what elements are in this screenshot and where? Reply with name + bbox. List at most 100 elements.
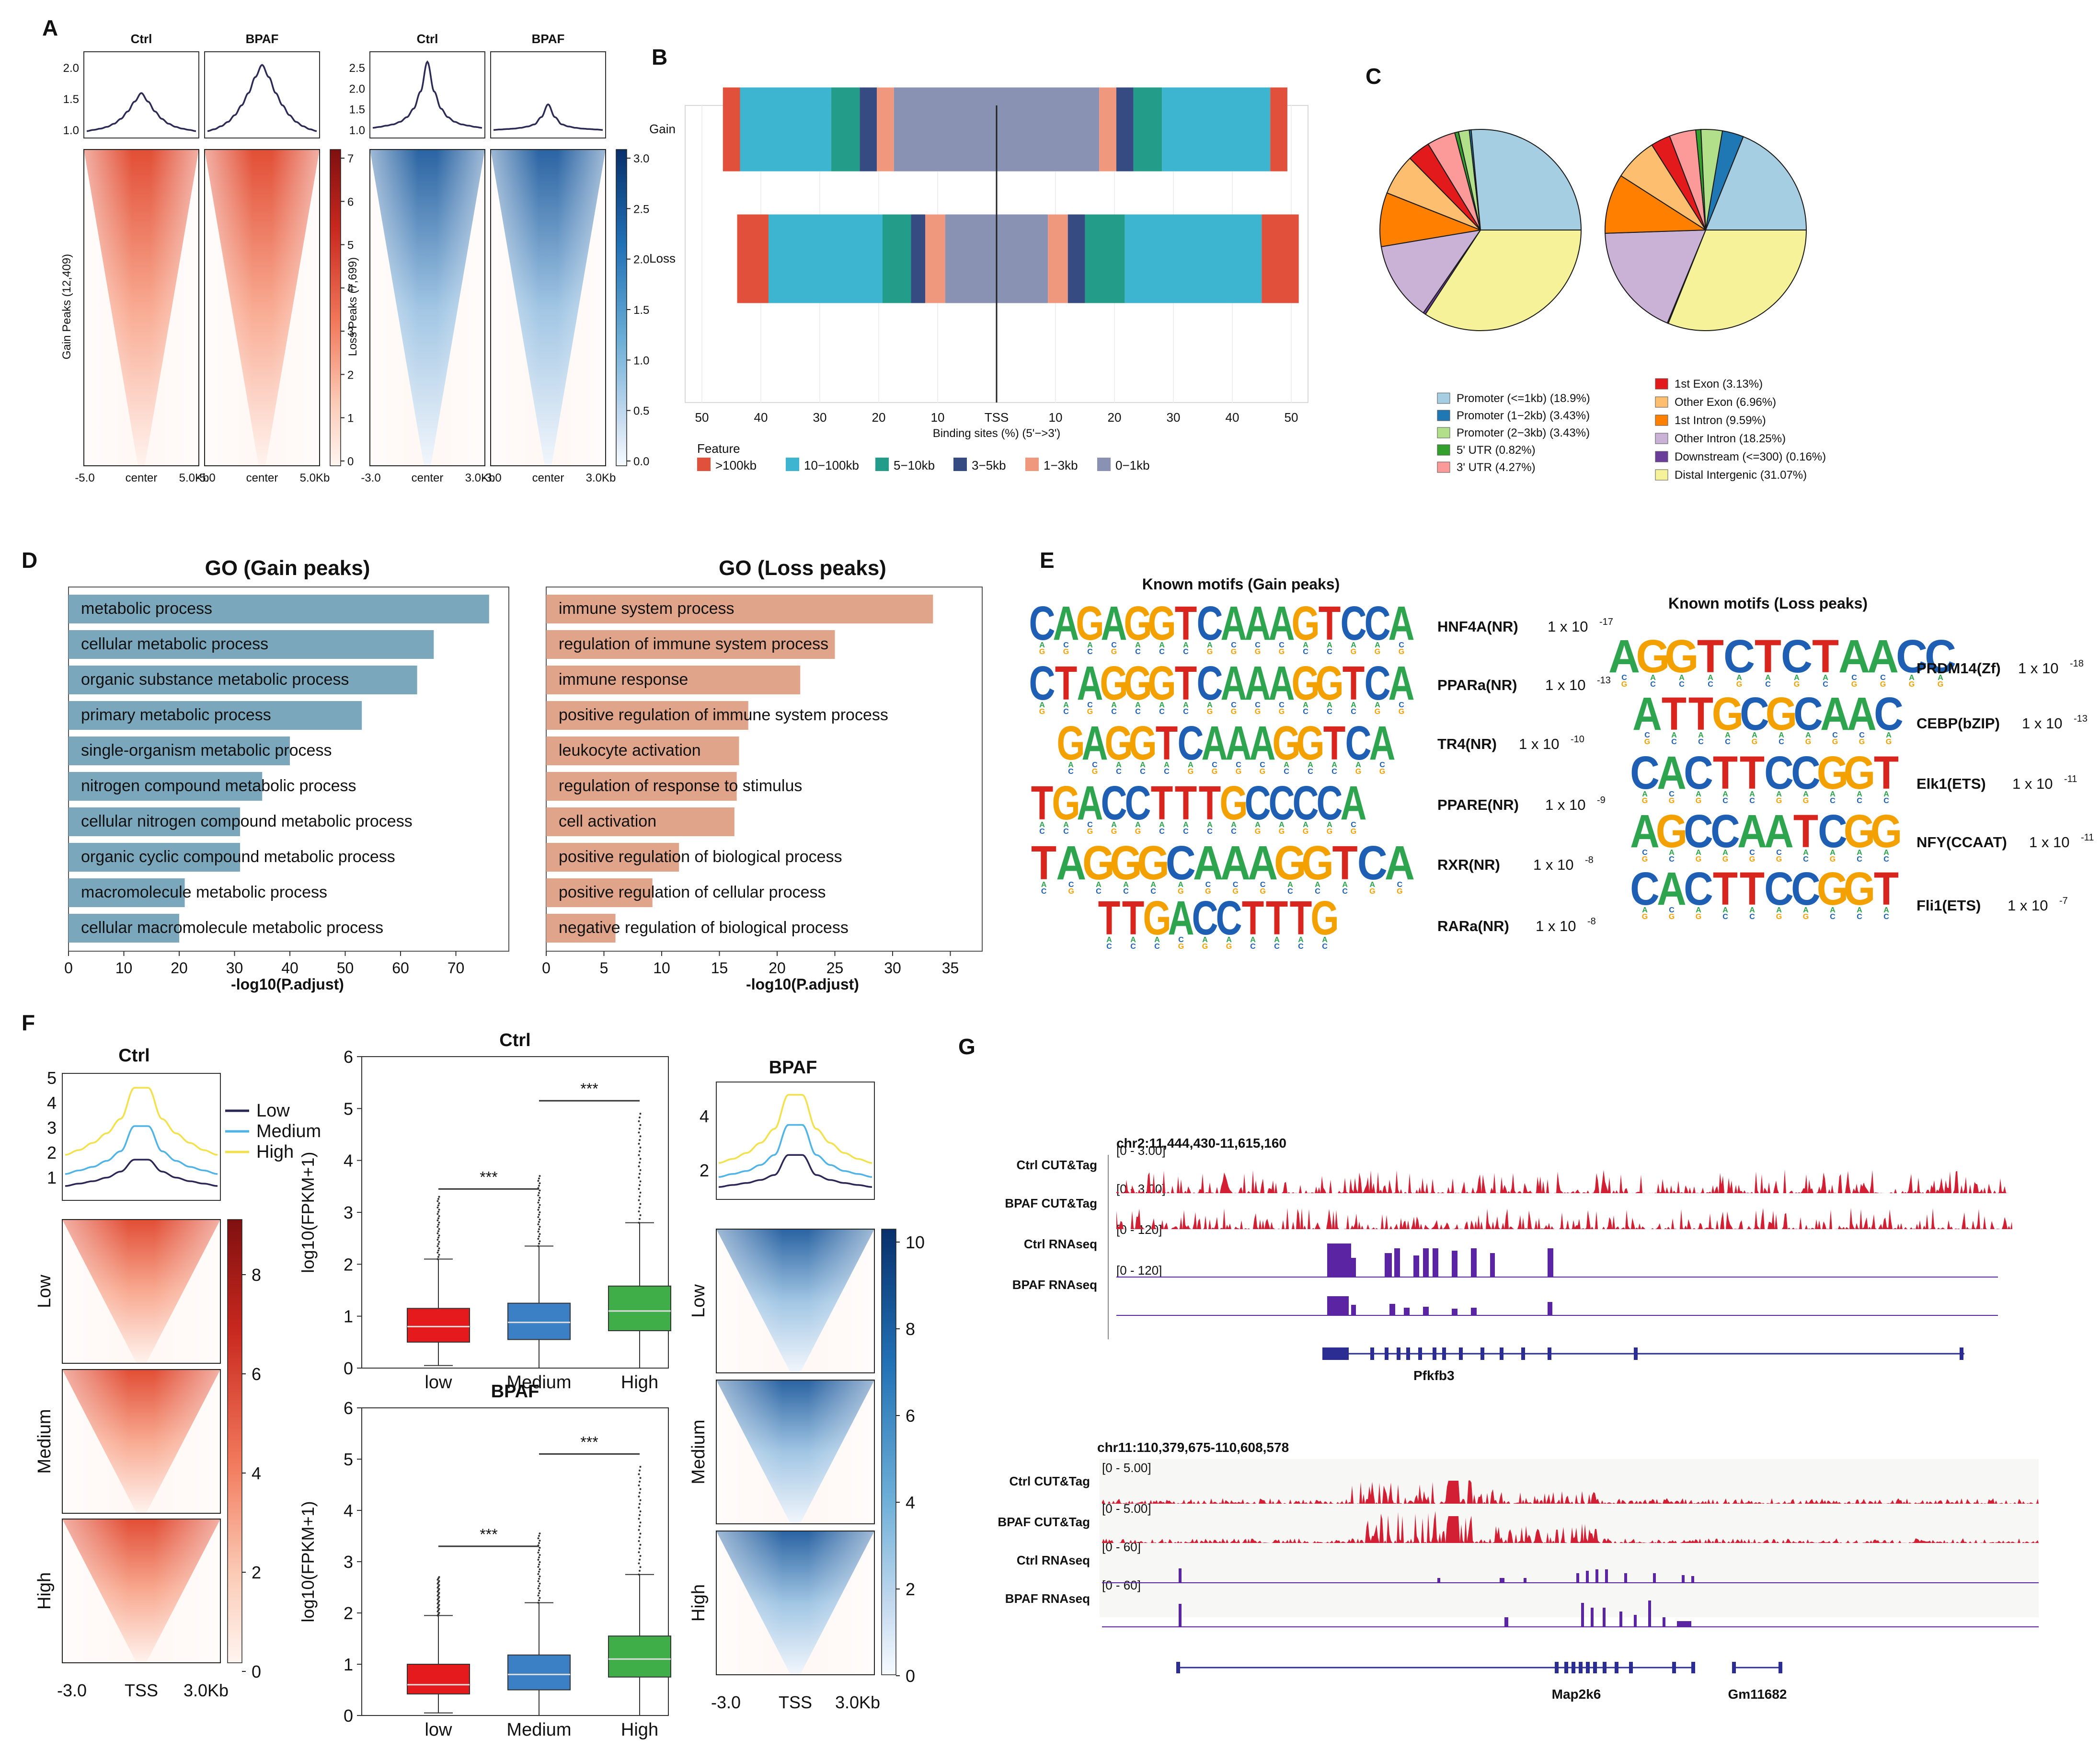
B-xtick: 50 [1285, 410, 1298, 425]
F-bpaf-heatmap-Low-frame [716, 1229, 875, 1373]
F-box-ctrl-outlier [638, 1176, 640, 1179]
F-box-bpaf-ytick: 4 [344, 1501, 353, 1520]
E-loss-motif-letter-minor: C [1650, 680, 1656, 689]
F-box-ctrl-outlier [638, 1131, 640, 1134]
F-box-bpaf-outlier [438, 1592, 440, 1594]
E-gain-motif-letter: G [1052, 776, 1080, 829]
F-box-ctrl-outlier [438, 1209, 440, 1211]
E-gain-motif-letter: G [1143, 891, 1171, 944]
C-legend-label: Downstream (<=300) (0.16%) [1675, 450, 1826, 463]
gain-profile-line [86, 92, 196, 132]
F-box-ctrl-outlier [537, 1201, 539, 1204]
D1-bar [69, 914, 179, 943]
B-bar-down-Gain [997, 87, 1100, 172]
B-bar-down-Loss [1125, 214, 1262, 303]
E-loss-motif-letter: A [1630, 806, 1660, 858]
F-bpaf-profile-Low [718, 1154, 872, 1188]
G-t1-bpaf-rna-bar [1389, 1304, 1395, 1315]
E-loss-motif-letter-minor: A [1671, 731, 1677, 739]
E-loss-motif-letter-minor: G [1909, 680, 1915, 689]
E-gain-motif-letter: C [1357, 836, 1388, 889]
E-gain-motif-letter-minor: A [1140, 761, 1146, 769]
E-gain-motif-letter-minor: C [1087, 648, 1093, 656]
E-gain-motif-letter-minor: C [1130, 943, 1136, 951]
C-legend-swatch [1437, 444, 1450, 456]
D1-bar [69, 878, 185, 907]
gain-xtick: 5.0Kb [179, 472, 209, 484]
C-legend-label: 1st Intron (9.59%) [1675, 414, 1766, 427]
F-box-ctrl-outlier [537, 1180, 539, 1182]
E-gain-motif-letter-minor: C [1150, 887, 1156, 896]
F-box-ctrl-outlier [436, 1245, 439, 1247]
G-gene1-exon [1634, 1347, 1638, 1360]
E-gain-motif-letter: C [1192, 891, 1218, 944]
E-gain-motif-letter-minor: A [1039, 641, 1045, 649]
F-box-ctrl-outlier [436, 1219, 439, 1221]
E-gain-motif-letter-minor: C [1260, 761, 1265, 769]
B-legend-title: Feature [697, 441, 740, 456]
E-gain-motif-letter-minor: A [1207, 641, 1213, 649]
F-box-bpaf-outlier [639, 1488, 642, 1490]
B-bar-up-Gain [894, 87, 997, 172]
F-box-bpaf-sig: *** [480, 1526, 497, 1543]
D2-xtick: 30 [884, 959, 901, 977]
E-gain-motif-letter-minor: C [1231, 828, 1237, 836]
F-box-ctrl-outlier [538, 1213, 540, 1216]
F-legend-label: High [256, 1142, 294, 1162]
E-gain-motif-letter: G [1219, 776, 1248, 829]
F-box-ctrl-outlier [539, 1233, 541, 1235]
E-gain-motif-letter: C [1101, 776, 1127, 829]
E-gain-title: Known motifs (Gain peaks) [1142, 576, 1340, 593]
G-gene3-exon [1779, 1662, 1782, 1673]
F-ctrl-profile-tick: 2 [47, 1143, 57, 1163]
E-loss-motif-letter-minor: C [1722, 913, 1728, 921]
E-loss-motif-letter-minor: C [1883, 855, 1889, 863]
C-legend-swatch [1437, 410, 1450, 421]
gain-col-label: Ctrl [131, 32, 152, 46]
F-box-ctrl-outlier [539, 1189, 541, 1192]
E-loss-motif-letter-minor: G [1776, 797, 1782, 805]
D1-xtick: 0 [64, 959, 73, 977]
F-box-ctrl-box-low [407, 1308, 470, 1343]
F-box-bpaf-outlier [638, 1484, 640, 1486]
E-gain-motif-letter-minor: C [1399, 701, 1404, 709]
E-gain-motif-letter-minor: C [1298, 943, 1304, 951]
C-loss-slice [1605, 175, 1708, 234]
F-box-ctrl-outlier [538, 1228, 540, 1231]
E-loss-motif-letter: A [1820, 688, 1850, 740]
F-box-ctrl-outlier [537, 1238, 539, 1240]
F-box-ctrl-outlier [639, 1128, 641, 1130]
G-track2-range: [0 - 5.00] [1102, 1461, 1151, 1475]
E-gain-motif-letter-minor: C [1154, 943, 1160, 951]
C-loss-slice [1705, 136, 1807, 230]
C-gain-slice [1470, 129, 1582, 230]
F-ctrl-xtick: -3.0 [57, 1681, 87, 1700]
F-box-bpaf-outlier [537, 1566, 539, 1568]
E-gain-motif-letter-minor: A [1183, 821, 1189, 829]
G-t1-ctrl-rna-bar [1490, 1253, 1495, 1277]
F-box-bpaf-outlier [639, 1492, 641, 1494]
E-gain-motif-letter-minor: A [1111, 821, 1117, 829]
F-ctrl-xtick: TSS [125, 1681, 158, 1700]
E-gain-motif-letter-minor: G [1039, 648, 1045, 656]
E-loss-motif-letter-minor: A [1749, 906, 1755, 914]
G-t1-ctrl-rna-bar [1413, 1255, 1419, 1277]
E-loss-name: PRDM14(Zf) [1916, 660, 2001, 677]
E-loss-motif-letter-minor: A [1886, 731, 1892, 739]
E-loss-motif-letter: T [1697, 630, 1724, 682]
loss-xtick: center [532, 472, 564, 484]
E-loss-motif-letter-minor: C [1779, 738, 1784, 746]
F-box-ctrl-outlier [436, 1252, 439, 1254]
F-box-bpaf-outlier [638, 1573, 640, 1576]
G-gene1-exon [1418, 1347, 1422, 1360]
F-red-cbar-tick: 8 [252, 1265, 261, 1285]
E-loss-motif-letter-minor: A [1805, 731, 1811, 739]
E-gain-motif-letter-minor: C [1287, 887, 1293, 896]
D1-bar-label: organic cyclic compound metabolic proces… [81, 848, 395, 866]
E-loss-motif-letter: T [1662, 688, 1687, 740]
E-loss-pvalue: 1 x 10 [2029, 834, 2069, 851]
F-red-cbar-tick: 2 [252, 1563, 261, 1582]
F-ctrl-profile-Medium [65, 1125, 218, 1175]
E-gain-motif-letter-minor: A [1063, 701, 1069, 709]
F-bpaf-heatmap-Medium-frame [716, 1380, 875, 1524]
